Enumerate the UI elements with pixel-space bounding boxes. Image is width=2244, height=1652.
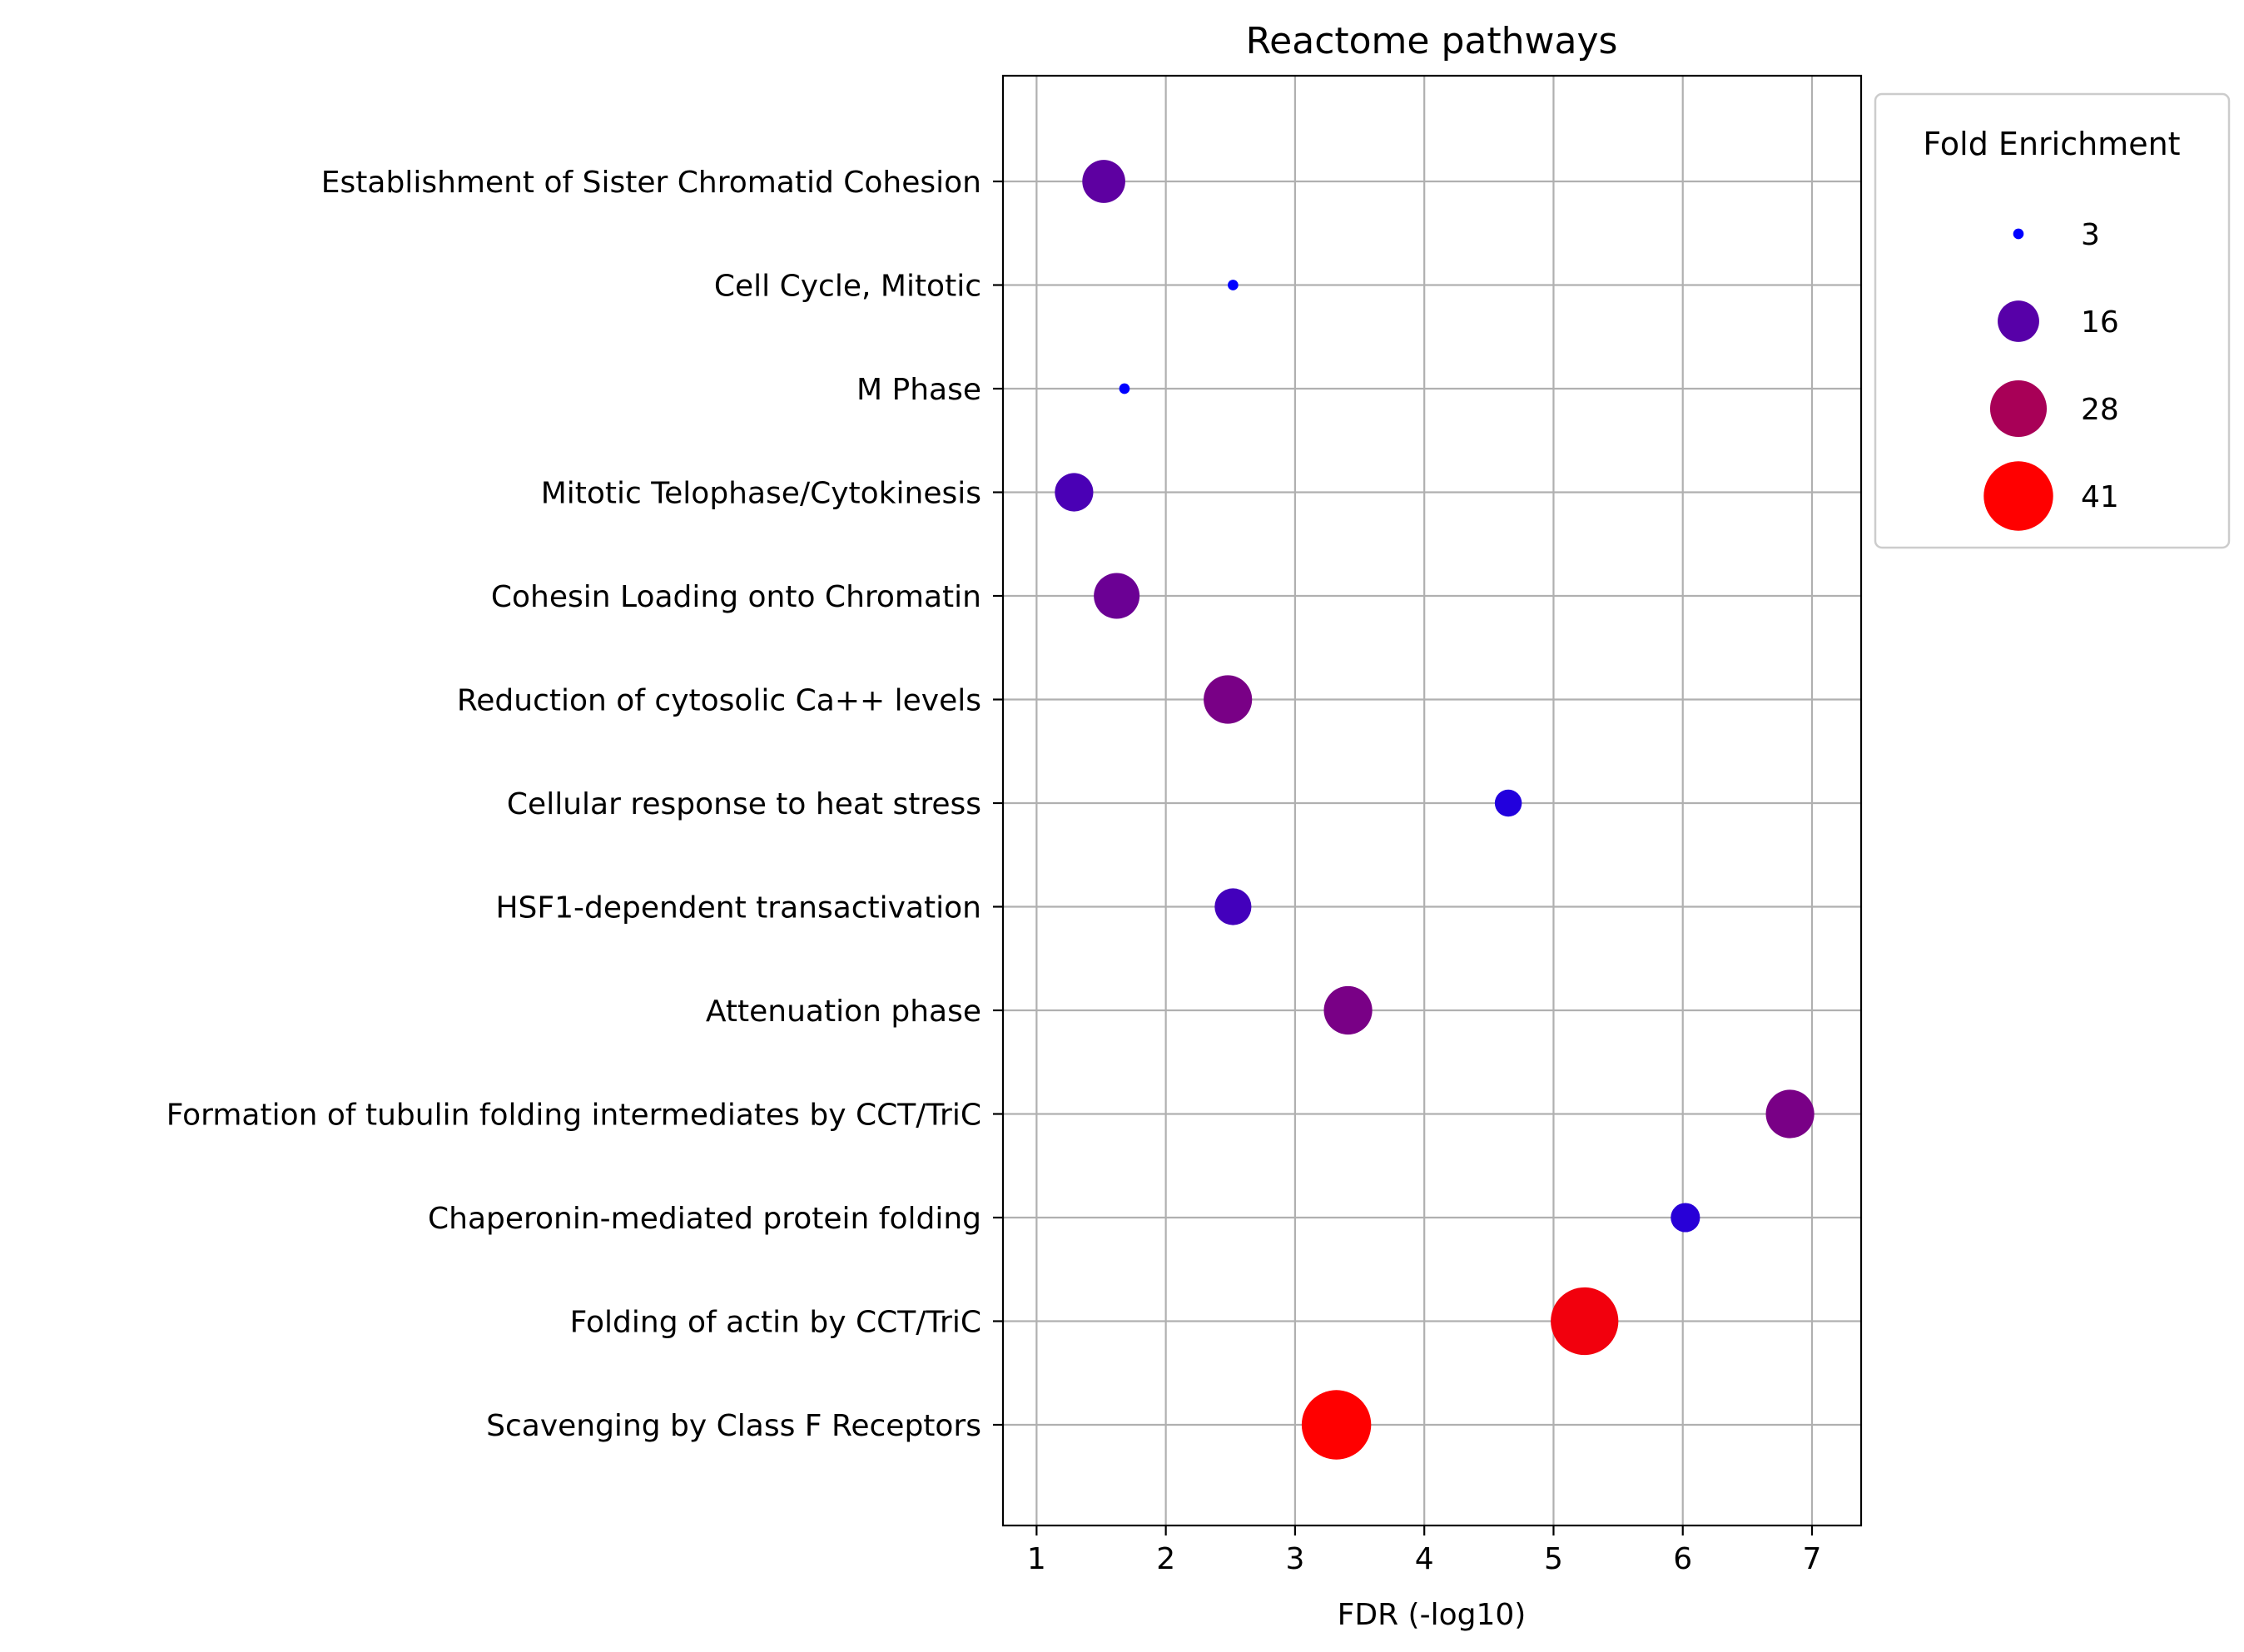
legend-frame [1874, 92, 2231, 549]
x-tick-label: 6 [1673, 1542, 1692, 1576]
data-point [1204, 675, 1253, 724]
legend-label: 28 [2081, 393, 2119, 427]
legend-marker [1998, 300, 2039, 342]
y-axis: Establishment of Sister Chromatid Cohesi… [166, 166, 1003, 1443]
legend-marker [1983, 461, 2053, 531]
data-point [1214, 888, 1252, 925]
y-tick-label: Cellular response to heat stress [507, 787, 981, 821]
y-tick-label: Reduction of cytosolic Ca++ levels [457, 684, 981, 718]
y-tick-label: Formation of tubulin folding intermediat… [166, 1099, 981, 1133]
legend-label: 3 [2081, 218, 2100, 252]
points-layer [1055, 160, 1815, 1460]
x-tick-label: 3 [1285, 1542, 1304, 1576]
y-tick-label: Establishment of Sister Chromatid Cohesi… [321, 166, 981, 200]
data-point [1228, 280, 1239, 290]
data-point [1494, 789, 1522, 817]
data-point [1082, 160, 1125, 203]
data-point [1551, 1287, 1619, 1356]
y-tick-label: Cell Cycle, Mitotic [714, 270, 981, 304]
plot-frame [1001, 74, 1863, 1527]
data-point [1671, 1203, 1700, 1233]
y-tick-label: Folding of actin by CCT/TriC [570, 1306, 981, 1340]
x-tick-label: 2 [1156, 1542, 1175, 1576]
y-tick-label: Cohesin Loading onto Chromatin [491, 580, 981, 614]
data-point [1094, 573, 1140, 619]
x-axis-label: FDR (-log10) [1338, 1598, 1527, 1632]
data-point [1301, 1390, 1372, 1460]
x-tick-label: 1 [1027, 1542, 1046, 1576]
y-tick-label: Chaperonin-mediated protein folding [428, 1202, 981, 1236]
legend-title: Fold Enrichment [1923, 126, 2180, 162]
chart-title: Reactome pathways [1246, 20, 1618, 62]
data-point [1055, 473, 1094, 512]
data-point [1323, 985, 1373, 1035]
legend-entries: 3 16 28 41 [1983, 218, 2119, 531]
y-tick-label: Scavenging by Class F Receptors [486, 1409, 981, 1443]
legend-marker [1989, 380, 2048, 438]
legend-marker [2013, 228, 2024, 240]
data-point [1119, 383, 1130, 394]
legend-label: 16 [2081, 305, 2119, 340]
y-tick-label: HSF1-dependent transactivation [495, 891, 981, 925]
grid-lines [1003, 76, 1861, 1525]
y-tick-label: Mitotic Telophase/Cytokinesis [541, 477, 981, 511]
y-tick-label: Attenuation phase [706, 995, 981, 1029]
x-tick-label: 4 [1415, 1542, 1434, 1576]
legend-label: 41 [2081, 480, 2119, 514]
x-tick-label: 7 [1803, 1542, 1822, 1576]
x-axis: 1 2 3 4 5 6 7 [1027, 1525, 1822, 1576]
x-tick-label: 5 [1544, 1542, 1563, 1576]
data-point [1765, 1089, 1815, 1139]
legend: Fold Enrichment 3 16 28 41 [1874, 92, 2231, 549]
y-tick-label: M Phase [856, 373, 981, 407]
